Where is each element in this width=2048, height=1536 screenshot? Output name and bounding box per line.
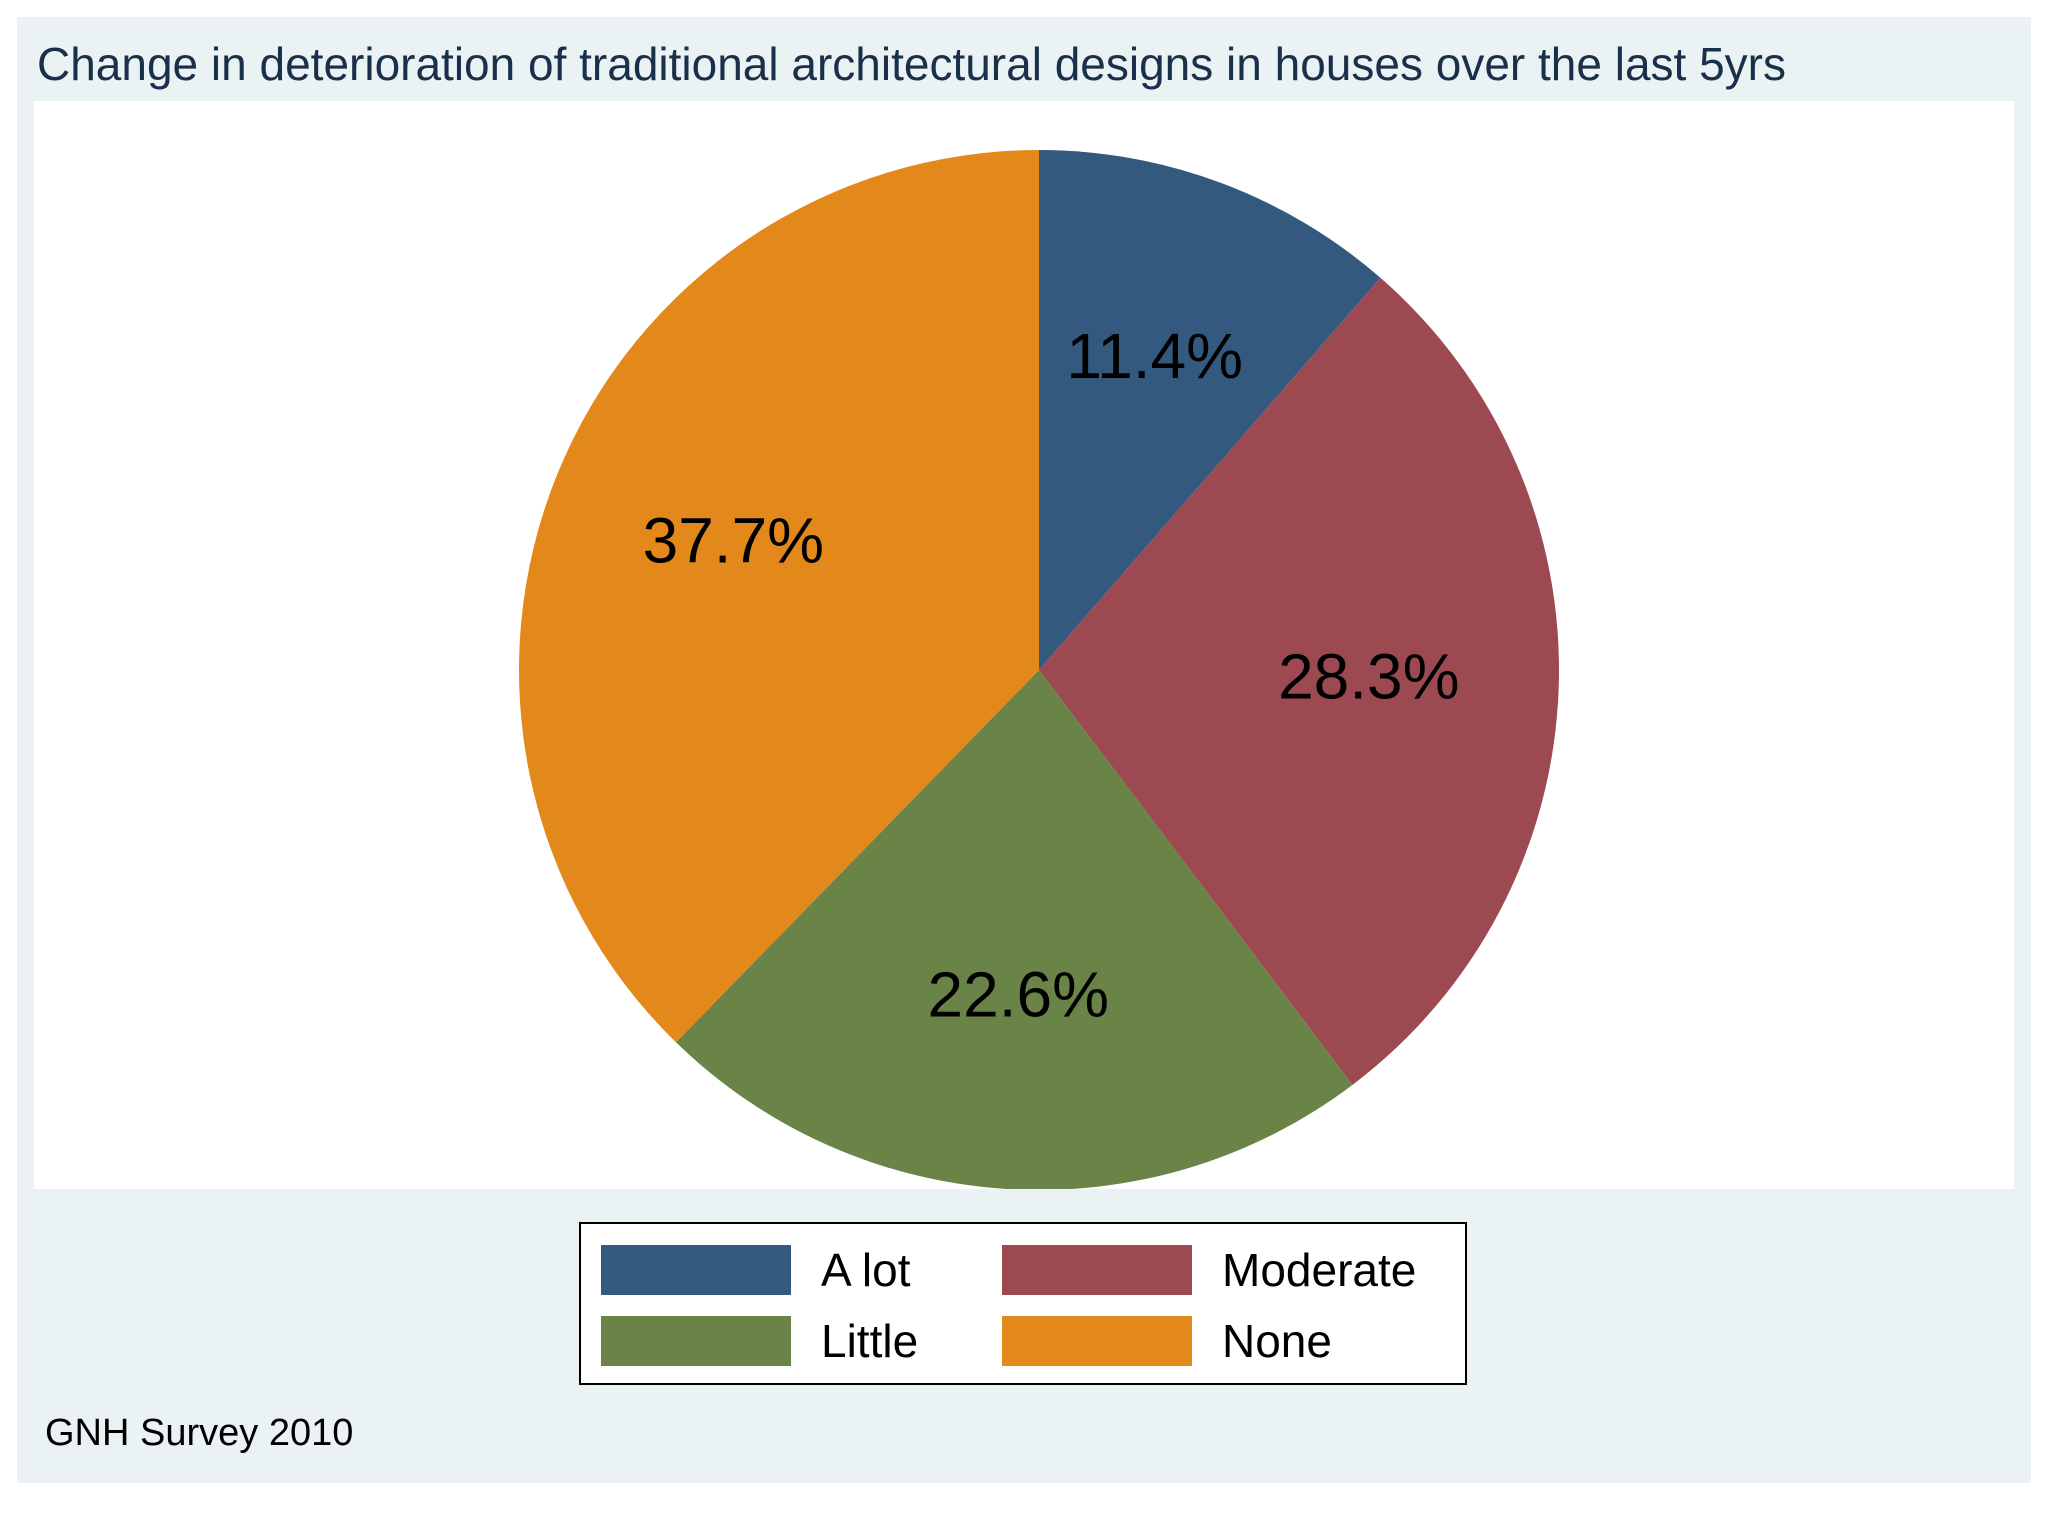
legend-label-moderate: Moderate <box>1222 1244 1417 1296</box>
slice-label-little: 22.6% <box>928 958 1109 1030</box>
slice-label-a-lot: 11.4% <box>1066 320 1243 392</box>
slice-label-none: 37.7% <box>643 505 824 577</box>
pie-slice-a-lot <box>1039 150 1381 670</box>
chart-title: Change in deterioration of traditional a… <box>37 38 1786 90</box>
legend-item-none: None <box>1002 1315 1332 1367</box>
legend-item-little: Little <box>601 1315 918 1367</box>
chart-figure: Change in deterioration of traditional a… <box>17 17 2031 1483</box>
legend-label-none: None <box>1222 1315 1332 1367</box>
legend-item-moderate: Moderate <box>1002 1244 1416 1296</box>
legend-item-a-lot: A lot <box>601 1244 911 1296</box>
legend-swatch-a-lot <box>601 1245 791 1295</box>
legend-label-a-lot: A lot <box>821 1244 911 1296</box>
slice-label-moderate: 28.3% <box>1278 640 1459 712</box>
pie-slice-none <box>519 150 1039 1043</box>
pie-slice-little <box>675 670 1353 1189</box>
plot-area: 11.4% 28.3% 22.6% 37.7% <box>34 101 2014 1189</box>
pie-slice-moderate <box>1039 277 1559 1085</box>
legend: A lot Moderate Little None <box>579 1222 1467 1385</box>
pie-chart: 11.4% 28.3% 22.6% 37.7% <box>519 150 1559 1189</box>
legend-label-little: Little <box>821 1315 919 1367</box>
source-note: GNH Survey 2010 <box>45 1412 354 1454</box>
legend-swatch-little <box>601 1316 791 1366</box>
legend-swatch-none <box>1002 1316 1192 1366</box>
legend-swatch-moderate <box>1002 1245 1192 1295</box>
